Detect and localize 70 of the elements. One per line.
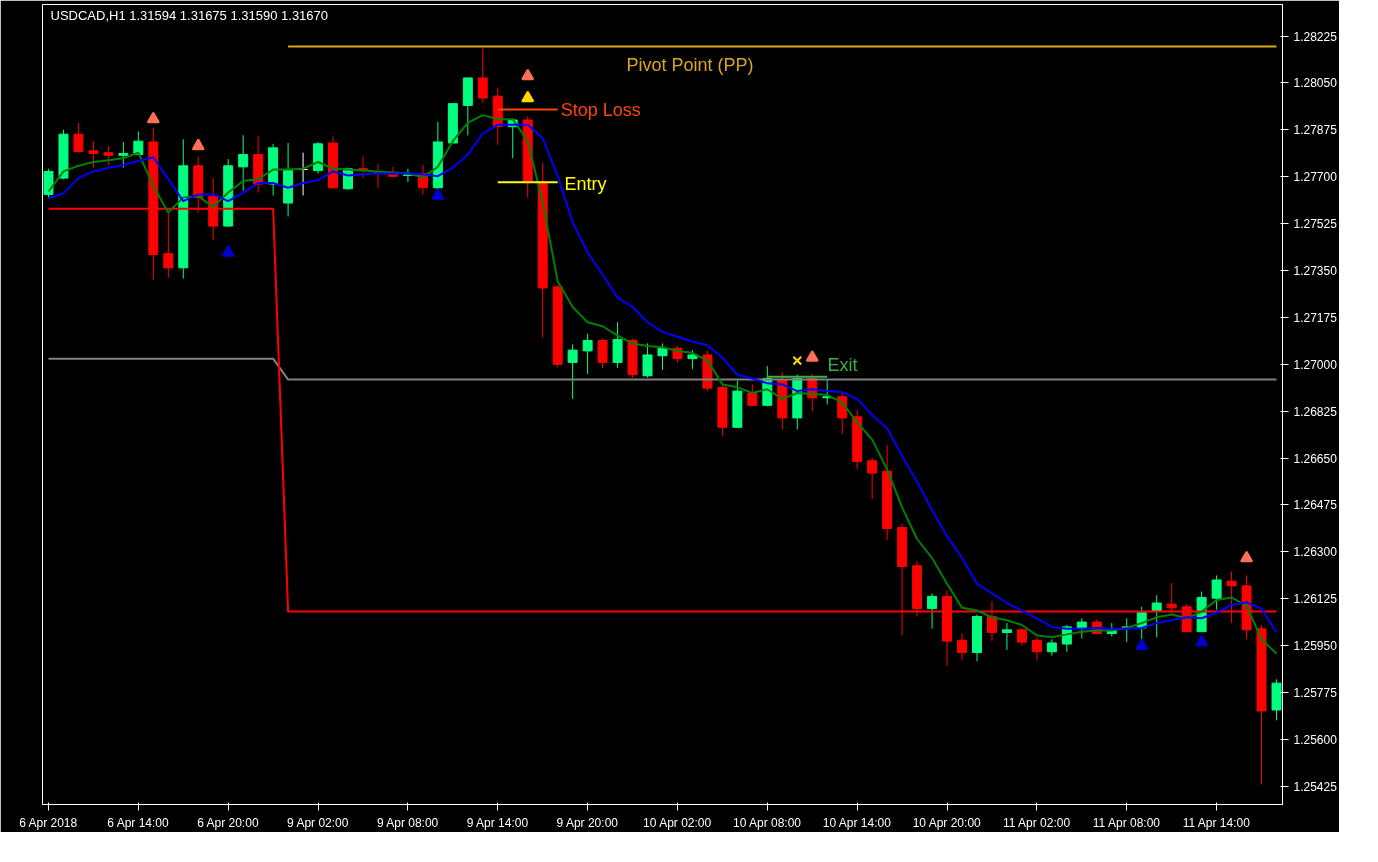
x-tick-label: 11 Apr 02:00: [1002, 815, 1071, 830]
candlestick: [1031, 636, 1042, 661]
annotation: Entry: [564, 173, 607, 194]
x-tick-label: 9 Apr 20:00: [556, 815, 619, 830]
point: [792, 355, 803, 366]
y-tick-label: 1.26125: [1293, 592, 1338, 607]
candlestick: [867, 457, 878, 500]
x-tick-label: 11 Apr 14:00: [1182, 815, 1251, 830]
candlestick: [43, 168, 54, 198]
candlestick: [642, 342, 653, 379]
x-tick-label: 10 Apr 02:00: [643, 815, 712, 830]
y-tick-label: 1.25950: [1293, 639, 1338, 654]
y-tick-label: 1.27525: [1293, 217, 1338, 232]
candlestick: [582, 333, 593, 375]
candlestick: [163, 212, 174, 279]
x-tick-label: 10 Apr 08:00: [732, 815, 802, 830]
x-tick-label: 6 Apr 20:00: [197, 815, 259, 830]
annotation: Exit: [827, 355, 858, 376]
point: [521, 68, 535, 81]
candlestick: [238, 134, 249, 192]
point: [431, 188, 445, 200]
candlestick: [477, 47, 488, 104]
x-tick-label: 9 Apr 14:00: [466, 815, 529, 830]
candlestick: [103, 145, 114, 166]
annotation: Stop Loss: [560, 100, 641, 121]
candlestick: [1211, 574, 1222, 611]
point: [1135, 638, 1149, 651]
y-tick-label: 1.26825: [1293, 404, 1338, 419]
y-tick-label: 1.27350: [1293, 264, 1338, 279]
y-tick-label: 1.25775: [1293, 686, 1338, 701]
y-tick-label: 1.27000: [1293, 357, 1338, 372]
y-tick-label: 1.25425: [1293, 779, 1338, 794]
point: [521, 90, 535, 103]
candlestick: [612, 321, 623, 369]
point: [1195, 634, 1209, 647]
y-tick-label: 1.25600: [1293, 732, 1338, 747]
point: [1240, 550, 1254, 563]
point: [146, 111, 160, 124]
x-tick-label: 6 Apr 14:00: [107, 815, 170, 830]
x-tick-label: 10 Apr 20:00: [912, 815, 982, 830]
y-tick-label: 1.26650: [1293, 451, 1338, 466]
point: [221, 245, 235, 257]
candlestick: [597, 338, 608, 369]
annotation: Pivot Point (PP): [626, 55, 754, 76]
point: [805, 350, 819, 362]
candlestick: [687, 349, 698, 370]
candlestick: [88, 140, 99, 169]
x-tick-label: 9 Apr 02:00: [287, 815, 349, 830]
point: [191, 138, 205, 151]
candlestick: [957, 633, 968, 661]
x-tick-label: 11 Apr 08:00: [1092, 815, 1161, 830]
candlestick: [1001, 622, 1012, 651]
candlestick: [567, 343, 578, 400]
candlestick: [1151, 594, 1162, 638]
candlestick: [1076, 617, 1087, 639]
candlestick: [118, 141, 129, 169]
candlestick: [73, 122, 84, 154]
y-tick-label: 1.27875: [1293, 123, 1338, 138]
y-tick-label: 1.27700: [1293, 170, 1338, 185]
y-tick-label: 1.27175: [1293, 310, 1338, 325]
x-tick-label: 10 Apr 14:00: [822, 815, 892, 830]
y-tick-label: 1.26300: [1293, 545, 1338, 560]
y-tick-label: 1.26475: [1293, 498, 1338, 513]
x-tick-label: 6 Apr 2018: [19, 815, 78, 830]
x-tick-label: 9 Apr 08:00: [376, 815, 439, 830]
candlestick: [927, 592, 938, 630]
y-tick-label: 1.28225: [1293, 29, 1338, 44]
y-tick-label: 1.28050: [1293, 76, 1338, 91]
chart-title: USDCAD,H1 1.31594 1.31675 1.31590 1.31670: [50, 7, 329, 23]
candlestick: [657, 342, 668, 371]
